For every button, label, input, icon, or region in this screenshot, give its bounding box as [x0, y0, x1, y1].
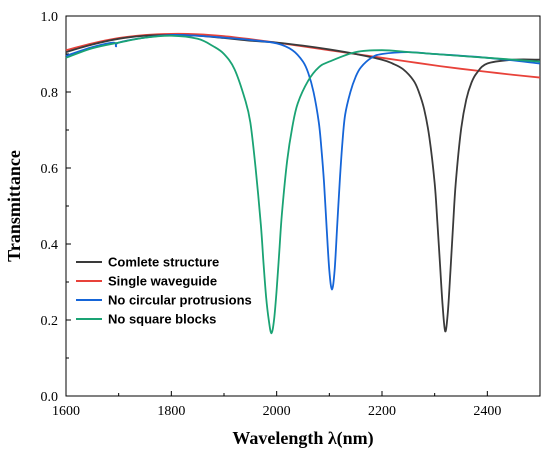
y-tick-label: 0.4 — [41, 238, 59, 253]
x-axis: 1600 1800 2000 2200 2400 — [52, 391, 501, 419]
y-tick-label: 0.2 — [41, 314, 59, 329]
x-tick-label: 1600 — [52, 404, 80, 419]
series-line-3 — [65, 34, 541, 335]
y-tick-label: 0.0 — [41, 390, 59, 405]
x-tick-label: 1800 — [157, 404, 185, 419]
y-tick-label: 0.6 — [41, 162, 59, 177]
y-axis: 0.0 0.2 0.4 0.6 0.8 1.0 — [41, 10, 71, 405]
x-tick-label: 2200 — [368, 404, 396, 419]
plot-area-frame — [65, 15, 541, 397]
x-tick-label: 2000 — [263, 404, 291, 419]
x-tick-label: 2400 — [473, 404, 501, 419]
legend-label: No square blocks — [108, 312, 216, 327]
series-line-2 — [65, 34, 541, 291]
legend-label: Single waveguide — [108, 274, 217, 289]
y-tick-label: 1.0 — [41, 10, 59, 25]
legend: Comlete structure Single waveguide No circ… — [76, 255, 252, 327]
legend-label: Comlete structure — [108, 255, 219, 270]
series-layer — [65, 32, 541, 335]
legend-label: No circular protrusions — [108, 293, 252, 308]
y-tick-label: 0.8 — [41, 86, 59, 101]
y-axis-title: Transmittance — [4, 150, 24, 262]
x-axis-title: Wavelength λ(nm) — [232, 428, 373, 449]
